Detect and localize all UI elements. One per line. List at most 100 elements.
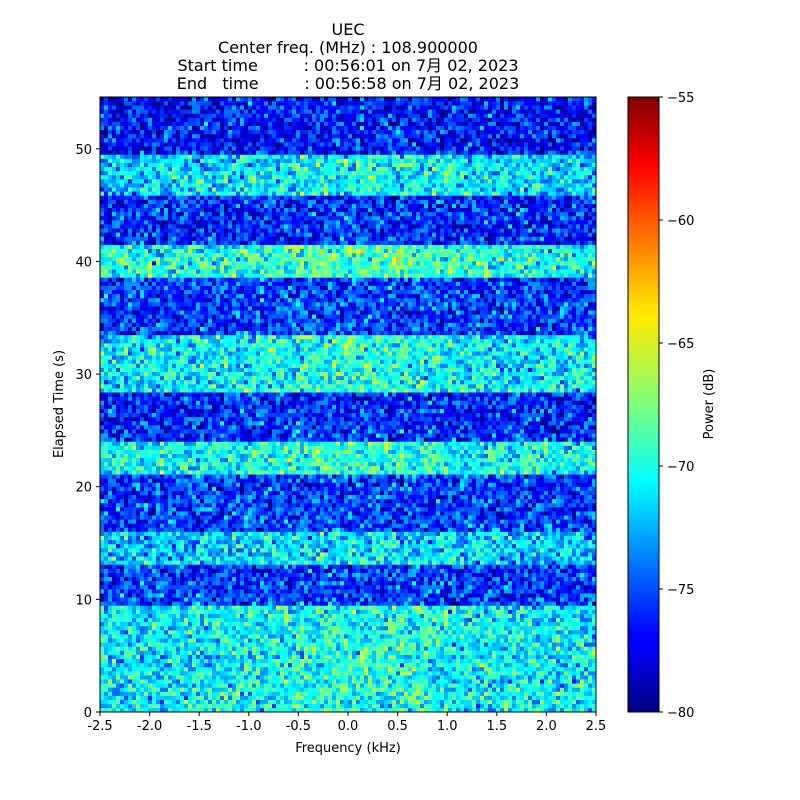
heatmap-cell: [164, 609, 169, 614]
heatmap-cell: [500, 666, 505, 672]
heatmap-cell: [420, 572, 425, 577]
heatmap-cell: [552, 589, 557, 594]
heatmap-cell: [520, 707, 525, 712]
heatmap-cell: [556, 621, 561, 627]
heatmap-cell: [236, 560, 241, 565]
heatmap-cell: [560, 703, 565, 709]
heatmap-cell: [244, 625, 249, 631]
heatmap-cell: [348, 699, 353, 705]
heatmap-cell: [332, 666, 337, 672]
heatmap-cell: [504, 552, 509, 557]
heatmap-cell: [496, 597, 501, 602]
heatmap-cell: [432, 597, 437, 602]
heatmap-cell: [460, 675, 465, 680]
heatmap-cell: [460, 564, 465, 569]
heatmap-cell: [588, 691, 593, 696]
heatmap-cell: [416, 597, 421, 602]
heatmap-cell: [524, 580, 529, 586]
heatmap-cell: [556, 671, 561, 676]
heatmap-cell: [164, 589, 169, 594]
heatmap-cell: [376, 662, 381, 668]
heatmap-cell: [208, 679, 213, 684]
heatmap-cell: [440, 683, 445, 688]
heatmap-cell: [564, 572, 569, 577]
heatmap-cell: [512, 621, 517, 627]
heatmap-cell: [292, 597, 297, 602]
heatmap-cell: [112, 543, 117, 549]
heatmap-cell: [272, 699, 277, 705]
heatmap-cell: [492, 589, 497, 594]
heatmap-cell: [124, 646, 129, 651]
heatmap-cell: [276, 675, 281, 680]
heatmap-cell: [564, 650, 569, 655]
heatmap-cell: [392, 687, 397, 692]
heatmap-cell: [152, 679, 157, 684]
heatmap-cell: [400, 613, 405, 618]
heatmap-cell: [284, 695, 289, 700]
heatmap-cell: [344, 695, 349, 700]
heatmap-cell: [456, 666, 461, 672]
heatmap-cell: [340, 630, 345, 635]
heatmap-cell: [584, 650, 589, 655]
heatmap-cell: [580, 560, 585, 565]
heatmap-cell: [480, 683, 485, 688]
heatmap-cell: [592, 679, 596, 684]
heatmap-cell: [532, 642, 537, 647]
heatmap-cell: [384, 621, 389, 627]
heatmap-cell: [432, 621, 437, 627]
heatmap-cell: [504, 576, 509, 582]
heatmap-cell: [488, 638, 493, 643]
heatmap-cell: [160, 609, 165, 614]
heatmap-cell: [148, 564, 153, 569]
heatmap-cell: [252, 584, 257, 590]
heatmap-cell: [416, 658, 421, 664]
heatmap-cell: [488, 662, 493, 668]
heatmap-cell: [116, 560, 121, 565]
heatmap-cell: [520, 589, 525, 594]
heatmap-cell: [188, 671, 193, 676]
heatmap-cell: [260, 679, 265, 684]
heatmap-cell: [272, 687, 277, 692]
heatmap-cell: [124, 654, 129, 659]
heatmap-cell: [544, 609, 549, 614]
heatmap-cell: [364, 707, 369, 712]
heatmap-cell: [580, 593, 585, 598]
heatmap-cell: [132, 597, 137, 602]
heatmap-cell: [292, 658, 297, 664]
heatmap-cell: [488, 683, 493, 688]
heatmap-cell: [144, 593, 149, 598]
heatmap-cell: [348, 650, 353, 655]
heatmap-cell: [408, 671, 413, 676]
heatmap-cell: [412, 621, 417, 627]
heatmap-cell: [336, 642, 341, 647]
heatmap-cell: [360, 683, 365, 688]
heatmap-cell: [492, 679, 497, 684]
heatmap-cell: [164, 687, 169, 692]
heatmap-cell: [300, 556, 305, 561]
heatmap-cell: [436, 662, 441, 668]
heatmap-cell: [292, 650, 297, 655]
heatmap-cell: [412, 683, 417, 688]
heatmap-cell: [516, 630, 521, 635]
heatmap-cell: [480, 703, 485, 709]
heatmap-cell: [116, 679, 121, 684]
heatmap-cell: [496, 687, 501, 692]
heatmap-cell: [500, 691, 505, 696]
heatmap-cell: [232, 695, 237, 700]
heatmap-cell: [528, 556, 533, 561]
heatmap-cell: [476, 675, 481, 680]
heatmap-cell: [384, 679, 389, 684]
heatmap-cell: [584, 560, 589, 565]
heatmap-cell: [184, 593, 189, 598]
heatmap-cell: [112, 703, 117, 709]
heatmap-cell: [320, 687, 325, 692]
heatmap-cell: [120, 593, 125, 598]
heatmap-cell: [356, 560, 361, 565]
heatmap-cell: [552, 666, 557, 672]
heatmap-cell: [256, 556, 261, 561]
heatmap-cell: [208, 589, 213, 594]
heatmap-cell: [108, 691, 113, 696]
heatmap-cell: [196, 703, 201, 709]
heatmap-cell: [588, 630, 593, 635]
heatmap-cell: [560, 650, 565, 655]
